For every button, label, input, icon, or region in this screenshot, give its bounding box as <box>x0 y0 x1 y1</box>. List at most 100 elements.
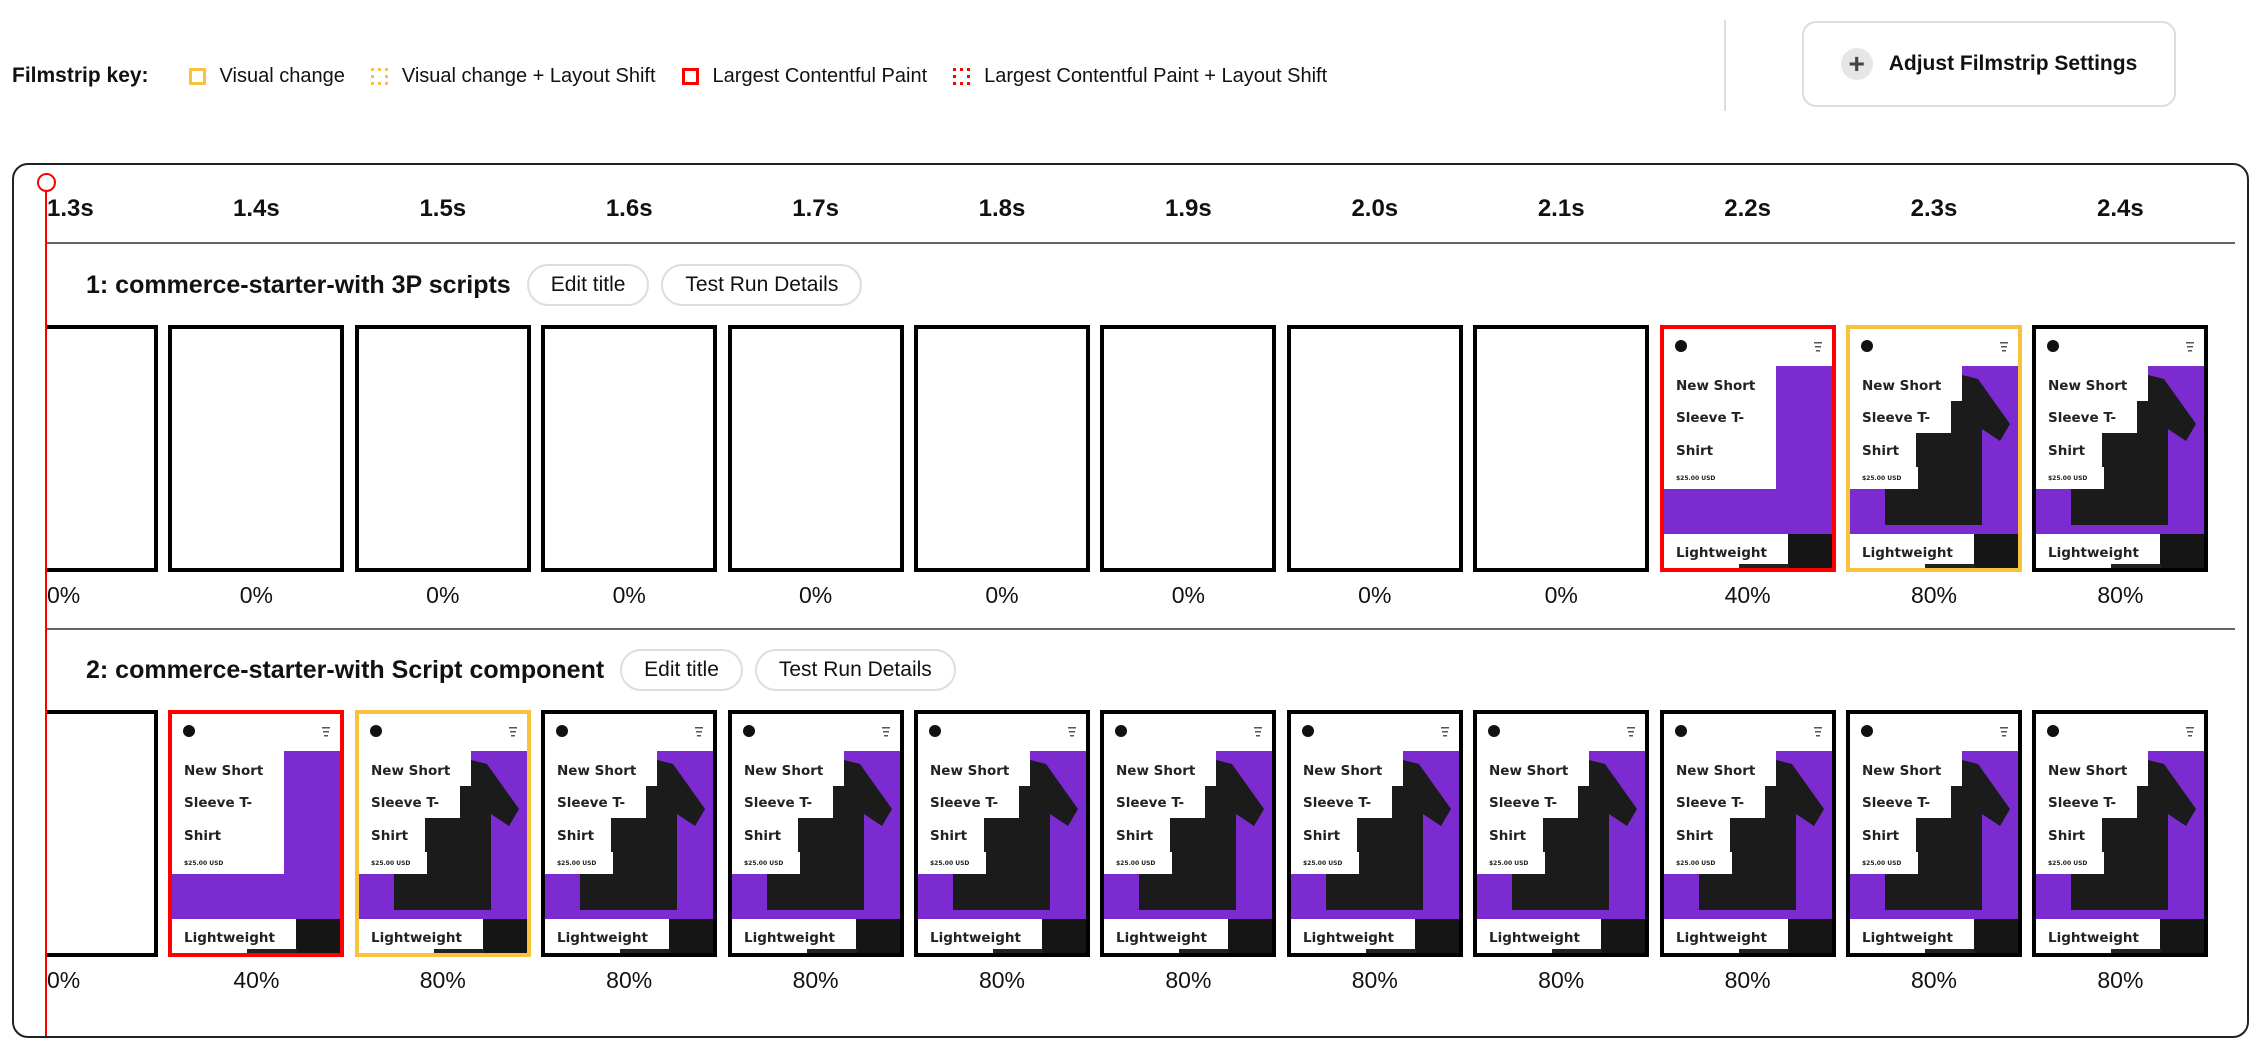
thumbnail-title-line: New Short <box>1862 763 1942 779</box>
edit-title-button[interactable]: Edit title <box>526 264 650 306</box>
thumbnail-price: $25.00 USD <box>1676 860 1715 867</box>
adjust-filmstrip-settings-button[interactable]: + Adjust Filmstrip Settings <box>1802 21 2176 107</box>
thumbnail-title-line: New Short <box>184 763 264 779</box>
thumbnail-title-line: Sleeve T- <box>2048 410 2116 426</box>
legend-label: Visual change <box>219 64 345 87</box>
test-run-details-button[interactable]: Test Run Details <box>661 264 863 306</box>
visual-progress-label: 0% <box>798 582 833 608</box>
row-divider <box>45 628 2235 630</box>
page-thumbnail: New Short Sleeve T- Shirt $25.00 USD Lightwe… <box>1663 329 1832 568</box>
thumbnail-tag: Lightweight <box>1489 930 1580 946</box>
thumbnail-title-line: Sleeve T- <box>184 795 252 811</box>
filmstrip-frame[interactable]: New Short Sleeve T- Shirt $25.00 USD Lightwe… <box>1659 710 1836 957</box>
test-run-details-button[interactable]: Test Run Details <box>754 649 956 691</box>
thumbnail-title-line: New Short <box>557 763 637 779</box>
time-label: 1.9s <box>1165 195 1212 222</box>
filmstrip-frame[interactable] <box>1286 325 1463 572</box>
page-thumbnail: New Short Sleeve T- Shirt $25.00 USD Lightwe… <box>918 714 1086 953</box>
thumbnail-price: $25.00 USD <box>1303 860 1342 867</box>
thumbnail-tag: Lightweight <box>1676 545 1767 561</box>
visual-progress-label: 0% <box>1171 582 1206 608</box>
page-thumbnail <box>172 329 341 568</box>
thumbnail-title-line: Sleeve T- <box>1676 795 1744 811</box>
thumbnail-title-line: Sleeve T- <box>930 795 998 811</box>
thumbnail-price: $25.00 USD <box>1676 475 1715 482</box>
page-thumbnail: New Short Sleeve T- Shirt $25.00 USD Lightwe… <box>1663 714 1832 953</box>
logo-icon <box>742 725 755 737</box>
filmstrip-frame[interactable]: New Short Sleeve T- Shirt $25.00 USD Lightwe… <box>1286 710 1463 957</box>
filmstrip-frame[interactable] <box>45 325 158 572</box>
page-thumbnail <box>1290 329 1459 568</box>
time-label: 2.4s <box>2097 195 2144 222</box>
filmstrip-frame[interactable] <box>1473 325 1650 572</box>
thumbnail-tag: Lightweight <box>1676 930 1767 946</box>
thumbnail-title-line: Shirt <box>1303 828 1341 844</box>
filmstrip-frame[interactable] <box>354 325 531 572</box>
filmstrip-frame[interactable] <box>168 325 345 572</box>
filmstrip-frame[interactable]: New Short Sleeve T- Shirt $25.00 USD Lightwe… <box>1100 710 1277 957</box>
filmstrip-frame[interactable]: New Short Sleeve T- Shirt $25.00 USD Lightwe… <box>727 710 904 957</box>
playhead-handle-icon[interactable] <box>37 173 56 192</box>
thumbnail-title-line: New Short <box>1862 378 1942 394</box>
thumbnail-title-line: New Short <box>1489 763 1569 779</box>
visual-progress-label: 40% <box>1724 582 1771 608</box>
visual-progress-label: 80% <box>2097 582 2144 608</box>
filmstrip-frame[interactable] <box>914 325 1090 572</box>
thumbnail-title-line: Shirt <box>1862 828 1900 844</box>
thumbnail-price: $25.00 USD <box>744 860 783 867</box>
time-label: 1.8s <box>978 195 1026 222</box>
page-thumbnail <box>731 329 900 568</box>
time-label: 1.5s <box>419 195 467 222</box>
logo-icon <box>369 725 382 737</box>
visual-progress-label: 80% <box>606 967 653 993</box>
thumbnail-title-line: New Short <box>744 763 824 779</box>
thumbnail-title-line: New Short <box>2048 763 2128 779</box>
thumbnail-tag: Lightweight <box>1303 930 1394 946</box>
filmstrip-frame[interactable] <box>541 325 718 572</box>
visual-change-swatch-icon <box>188 67 206 85</box>
filmstrip-frame[interactable]: New Short Sleeve T- Shirt $25.00 USD Lightwe… <box>914 710 1090 957</box>
thumbnail-title-line: New Short <box>1116 763 1196 779</box>
timeline-header: 1.3s 1.4s 1.5s 1.6s 1.7s 1.8s 1.9s 2.0s 2.1s 2.2s… <box>45 187 2221 227</box>
edit-title-button[interactable]: Edit title <box>620 649 743 691</box>
page-thumbnail: New Short Sleeve T- Shirt $25.00 USD Lightwe… <box>1850 329 2018 568</box>
hamburger-menu-icon <box>1068 727 1076 737</box>
filmstrip-frame[interactable]: New Short Sleeve T- Shirt $25.00 USD Lightwe… <box>168 710 345 957</box>
filmstrip-frame[interactable]: New Short Sleeve T- Shirt $25.00 USD Lightwe… <box>1846 325 2022 572</box>
filmstrip-frame[interactable]: New Short Sleeve T- Shirt $25.00 USD Lightwe… <box>1846 710 2022 957</box>
thumbnail-tag: Lightweight <box>2048 545 2139 561</box>
filmstrip-frame[interactable]: New Short Sleeve T- Shirt $25.00 USD Lightwe… <box>2032 325 2209 572</box>
hamburger-menu-icon <box>1627 727 1636 737</box>
thumbnail-title-line: Shirt <box>1116 828 1154 844</box>
thumbnail-title-line: Sleeve T- <box>1862 795 1930 811</box>
page-thumbnail: New Short Sleeve T- Shirt $25.00 USD Lightwe… <box>1477 714 1646 953</box>
filmstrip-frame[interactable]: New Short Sleeve T- Shirt $25.00 USD Lightwe… <box>354 710 531 957</box>
thumbnail-tag: Lightweight <box>557 930 648 946</box>
hamburger-menu-icon <box>1254 727 1263 737</box>
filmstrip-frame[interactable] <box>1100 325 1277 572</box>
hamburger-menu-icon <box>1440 727 1449 737</box>
header-divider <box>1724 20 1726 111</box>
filmstrip-frame[interactable]: New Short Sleeve T- Shirt $25.00 USD Lightwe… <box>541 710 718 957</box>
filmstrip-scroll-area[interactable]: 1.3s 1.4s 1.5s 1.6s 1.7s 1.8s 1.9s 2.0s 2.1s 2.2s… <box>45 165 2221 1036</box>
thumbnail-title-line: Sleeve T- <box>1303 795 1371 811</box>
thumbnail-title-line: Sleeve T- <box>371 795 439 811</box>
hamburger-menu-icon <box>2000 727 2008 737</box>
thumbnail-price: $25.00 USD <box>2048 475 2087 482</box>
visual-progress-label: 0% <box>47 967 81 993</box>
thumbnail-title-line: Shirt <box>930 828 968 844</box>
filmstrip-frame[interactable]: New Short Sleeve T- Shirt $25.00 USD Lightwe… <box>2032 710 2209 957</box>
filmstrip-frame[interactable] <box>45 710 158 957</box>
logo-icon <box>1674 340 1687 352</box>
row-1-header: 1: commerce-starter-with 3P scripts Edit… <box>86 264 874 306</box>
playhead-line[interactable] <box>45 190 47 1036</box>
filmstrip-frame[interactable]: New Short Sleeve T- Shirt $25.00 USD Lightwe… <box>1659 325 1836 572</box>
thumbnail-title-line: Sleeve T- <box>2048 795 2116 811</box>
filmstrip-frame[interactable]: New Short Sleeve T- Shirt $25.00 USD Lightwe… <box>1473 710 1650 957</box>
thumbnail-price: $25.00 USD <box>930 860 969 867</box>
legend-item-lcp: Largest Contentful Paint <box>681 65 927 88</box>
time-label: 1.7s <box>792 195 839 222</box>
filmstrip-frame[interactable] <box>727 325 904 572</box>
visual-progress-label: 0% <box>239 582 274 608</box>
thumbnail-title-line: Shirt <box>557 828 595 844</box>
